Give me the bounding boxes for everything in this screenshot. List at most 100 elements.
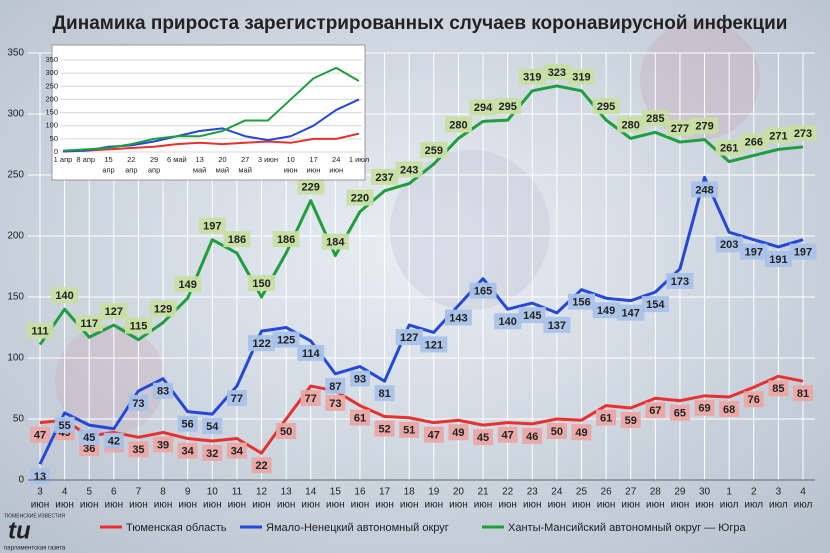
x-tick-label: июн: [375, 500, 394, 511]
value-label-box: [444, 116, 472, 133]
value-label: 73: [329, 398, 341, 410]
series-line: [62, 66, 360, 152]
value-label: 73: [132, 398, 144, 410]
value-label: 81: [797, 388, 809, 400]
value-label: 67: [649, 405, 661, 417]
value-label: 45: [83, 432, 95, 444]
x-tick-label: июн: [228, 500, 247, 511]
value-label: 114: [302, 348, 321, 360]
x-tick-label: июн: [523, 500, 542, 511]
legend-label: Тюменская область: [126, 522, 227, 534]
value-label-box: [51, 287, 79, 304]
x-tick-label: июл: [720, 500, 739, 511]
x-tick-label: июн: [301, 500, 320, 511]
value-label-box: [444, 309, 472, 326]
value-label: 273: [794, 128, 812, 140]
value-label-box: [100, 303, 128, 320]
value-label: 50: [551, 426, 563, 438]
value-label-box: [226, 390, 247, 407]
value-label-box: [420, 142, 448, 159]
value-label: 197: [794, 247, 812, 259]
value-label-box: [448, 424, 469, 441]
x-tick-label: 3: [776, 487, 782, 498]
value-label: 191: [769, 254, 787, 266]
value-label: 280: [622, 119, 640, 131]
value-label: 243: [400, 164, 418, 176]
value-label-box: [691, 117, 719, 134]
value-label-box: [297, 178, 325, 195]
value-label-box: [617, 116, 645, 133]
value-label: 69: [698, 403, 710, 415]
x-tick-label: 22: [502, 487, 514, 498]
value-label: 49: [452, 427, 464, 439]
value-label: 154: [646, 299, 665, 311]
x-tick-label: 18: [404, 487, 416, 498]
x-tick-label: 13: [281, 487, 293, 498]
value-label: 77: [231, 393, 243, 405]
value-label-box: [420, 336, 448, 353]
value-label-box: [543, 316, 571, 333]
value-label-box: [789, 243, 817, 260]
x-tick-label: апр: [125, 165, 137, 174]
value-label: 65: [674, 408, 686, 420]
value-label: 85: [772, 383, 784, 395]
value-label: 271: [769, 130, 787, 142]
x-tick-label: июл: [769, 500, 788, 511]
value-label-box: [346, 189, 374, 206]
value-label: 237: [375, 172, 393, 184]
value-label: 248: [695, 184, 713, 196]
y-tick-label: 250: [45, 81, 58, 90]
series-line: [39, 374, 804, 455]
value-label-box: [128, 394, 149, 411]
value-label: 59: [625, 415, 637, 427]
value-label: 323: [548, 67, 566, 79]
value-label-box: [518, 68, 546, 85]
value-label: 184: [326, 236, 345, 248]
value-label: 266: [745, 136, 763, 148]
value-label-box: [371, 168, 399, 185]
value-label-box: [79, 429, 100, 446]
value-label-box: [177, 442, 198, 459]
x-tick-label: 15: [104, 155, 112, 164]
value-label-box: [666, 272, 694, 289]
value-label-box: [325, 394, 346, 411]
x-tick-label: 20: [453, 487, 465, 498]
value-label: 13: [34, 471, 46, 483]
value-label-box: [719, 401, 740, 418]
value-label-box: [793, 385, 813, 402]
x-tick-label: 20: [218, 155, 226, 164]
x-tick-label: 15: [330, 487, 342, 498]
y-tick-label: 200: [45, 94, 58, 103]
value-label-box: [789, 124, 817, 141]
x-tick-label: 29: [150, 155, 158, 164]
value-label: 36: [83, 443, 95, 455]
x-tick-label: 17: [309, 155, 317, 164]
value-label-box: [620, 412, 641, 429]
value-label: 156: [572, 297, 590, 309]
value-label-box: [522, 427, 543, 444]
x-tick-label: июн: [400, 500, 419, 511]
value-label: 50: [280, 426, 292, 438]
value-label-box: [395, 161, 423, 178]
x-tick-label: 27: [241, 155, 249, 164]
value-label: 35: [132, 444, 144, 456]
value-label-box: [251, 457, 272, 474]
value-label-box: [669, 404, 690, 421]
value-label-box: [571, 424, 592, 441]
value-label: 319: [523, 72, 541, 84]
value-label-box: [567, 293, 595, 310]
value-label: 52: [378, 423, 390, 435]
x-tick-label: 26: [601, 487, 613, 498]
x-tick-label: май: [216, 165, 230, 174]
x-tick-label: июн: [326, 500, 345, 511]
value-label: 111: [31, 325, 48, 337]
value-label-box: [202, 444, 223, 461]
value-label-box: [494, 313, 522, 330]
x-tick-label: июн: [284, 165, 298, 174]
x-tick-label: июн: [671, 500, 690, 511]
value-label: 279: [695, 121, 713, 133]
value-label: 34: [182, 445, 195, 457]
value-label-box: [592, 302, 620, 319]
x-tick-label: 9: [185, 487, 191, 498]
x-tick-label: 5: [86, 487, 92, 498]
